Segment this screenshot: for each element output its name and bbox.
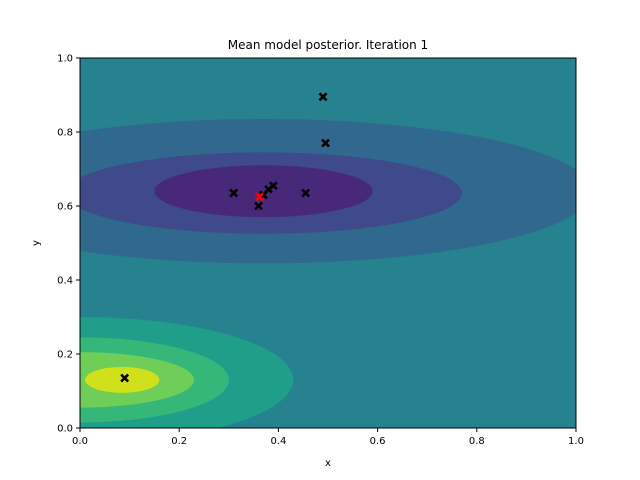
sample-point-marker [254, 201, 263, 211]
y-tick-label: 1.0 [57, 54, 73, 65]
sample-point-marker [301, 188, 311, 198]
y-tick-label: 0.4 [57, 276, 73, 287]
y-axis: 0.0 0.2 0.4 0.6 0.8 1.0 [57, 54, 80, 435]
x-axis: 0.0 0.2 0.4 0.6 0.8 1.0 [72, 428, 584, 447]
x-tick-label: 0.8 [469, 436, 485, 447]
marker-layer [120, 92, 330, 383]
x-axis-label: x [325, 458, 331, 469]
plot-frame [79, 57, 577, 429]
x-tick-label: 0.0 [72, 436, 88, 447]
x-tick-label: 0.6 [370, 436, 386, 447]
sample-point-marker [321, 138, 330, 148]
sample-point-marker [229, 188, 239, 198]
chart-title: Mean model posterior. Iteration 1 [228, 38, 428, 52]
sample-point-marker [120, 373, 130, 383]
x-tick-label: 0.4 [270, 436, 286, 447]
x-tick-label: 0.2 [171, 436, 187, 447]
best-point-marker [255, 192, 264, 202]
y-tick-label: 0.8 [57, 128, 73, 139]
contour-layer [80, 119, 576, 428]
contour-region-low-3 [154, 165, 373, 218]
y-axis-label: y [31, 240, 42, 246]
sample-point-marker [318, 92, 328, 102]
x-tick-label: 1.0 [568, 436, 584, 447]
y-tick-label: 0.0 [57, 424, 73, 435]
y-tick-label: 0.6 [57, 202, 73, 213]
y-tick-label: 0.2 [57, 350, 73, 361]
